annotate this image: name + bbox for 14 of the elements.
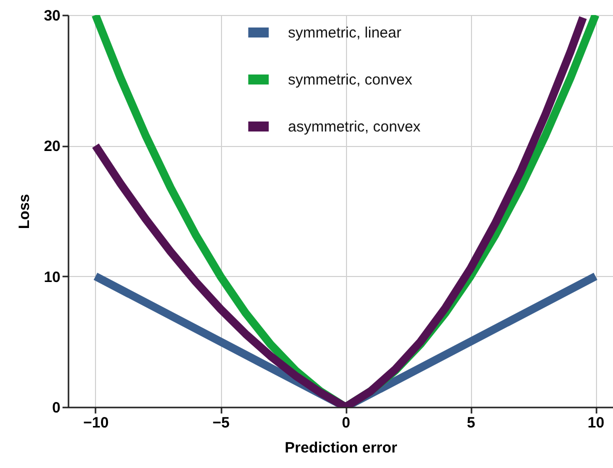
y-tick-label: 20 bbox=[44, 138, 60, 156]
legend-label: symmetric, linear bbox=[288, 24, 402, 42]
x-tick-label: 0 bbox=[342, 414, 350, 432]
x-tick-label: 10 bbox=[588, 414, 604, 432]
x-tick-label: −10 bbox=[83, 414, 109, 432]
x-tick-label: −5 bbox=[212, 414, 230, 432]
y-tick-label: 30 bbox=[44, 8, 60, 24]
y-axis-title: Loss bbox=[16, 194, 33, 230]
y-tick-label: 0 bbox=[52, 400, 60, 416]
x-tick-label: 5 bbox=[466, 414, 476, 432]
legend-label: asymmetric, convex bbox=[288, 118, 422, 136]
x-axis-title: Prediction error bbox=[284, 440, 398, 456]
legend-label: symmetric, convex bbox=[288, 72, 413, 88]
y-tick-label: 10 bbox=[44, 268, 60, 286]
